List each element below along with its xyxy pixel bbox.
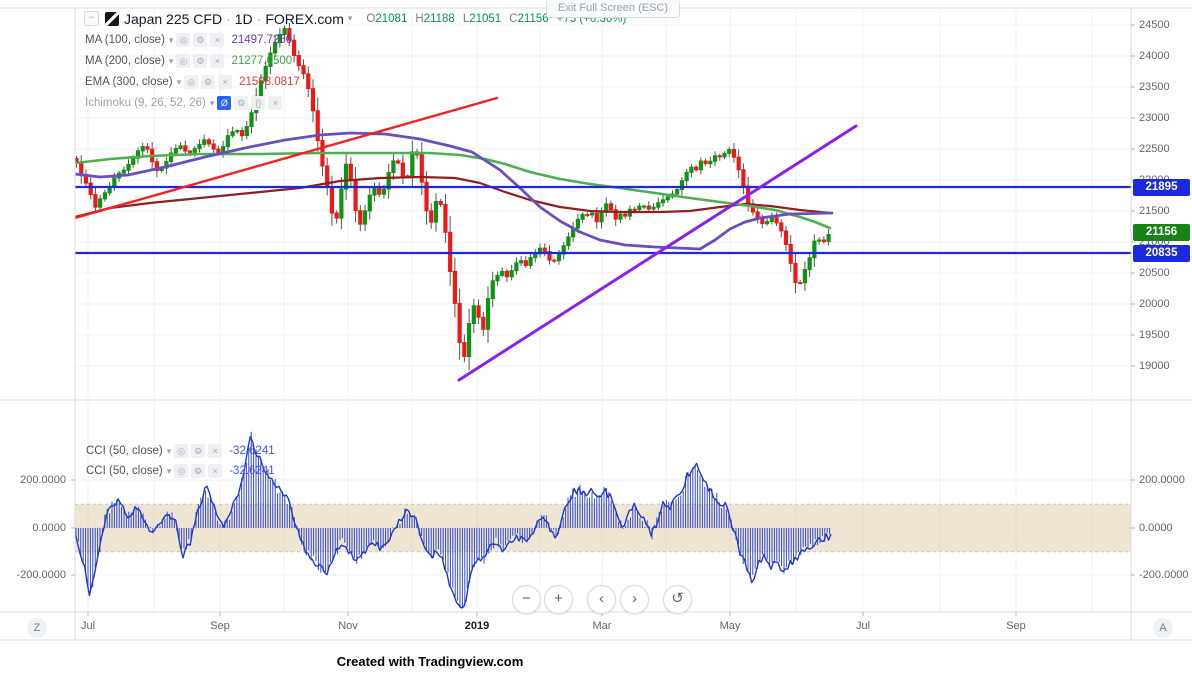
eye-icon[interactable]: ◎ (174, 464, 189, 478)
grid (75, 8, 1131, 612)
price-axis-label: 19000 (1139, 360, 1170, 372)
scroll-left-button[interactable]: ‹ (587, 585, 616, 614)
price-badge-21156: 21156 (1133, 223, 1190, 241)
time-axis-label-May: May (719, 620, 741, 632)
time-axis-label-Sep: Sep (1006, 620, 1026, 632)
purple-trendline[interactable] (457, 124, 858, 382)
close-icon[interactable]: × (210, 33, 225, 47)
chevron-down-icon[interactable]: ▾ (168, 34, 174, 45)
eye-icon[interactable]: ◎ (176, 54, 191, 68)
cci-axis-label-left: 0.0000 (32, 522, 66, 534)
price-axis-label: 20000 (1139, 298, 1170, 310)
cci-pane (75, 431, 1131, 609)
symbol-title[interactable]: Japan 225 CFD · 1D · FOREX.com (124, 10, 344, 27)
gear-icon[interactable]: ⚙ (191, 464, 206, 478)
time-axis-label-Nov: Nov (338, 620, 358, 632)
time-axis-label-Sep: Sep (210, 620, 230, 632)
eye-icon[interactable]: ◎ (174, 444, 189, 458)
scroll-right-button[interactable]: › (620, 585, 649, 614)
indicator-row-4-label[interactable]: Ichimoku (9, 26, 52, 26) (85, 97, 206, 109)
chevron-down-icon[interactable]: ▾ (209, 97, 215, 108)
symbol-logo-icon (105, 11, 119, 26)
red-trendline[interactable] (75, 96, 499, 220)
indicator-row-2: MA (200, close) ▾ ◎ ⚙ × 21277.0500 (85, 53, 292, 69)
time-axis-label-2019: 2019 (464, 620, 490, 632)
close-icon[interactable]: × (208, 464, 223, 478)
chevron-down-icon[interactable]: ▾ (176, 76, 182, 87)
source-code-icon[interactable]: {} (251, 96, 266, 110)
price-badge-21895: 21895 (1133, 178, 1190, 196)
price-badge-20835: 20835 (1133, 244, 1190, 262)
price-axis-label: 21500 (1139, 205, 1170, 217)
indicator-row-3-value: 21508.0817 (239, 76, 300, 88)
exit-fullscreen-tooltip: Exit Full Screen (ESC) (546, 0, 681, 18)
eye-icon[interactable]: ◎ (176, 33, 191, 47)
price-axis-label: 24000 (1139, 50, 1170, 62)
price-axis-label: 19500 (1139, 329, 1170, 341)
cci-indicator-row-1-label[interactable]: CCI (50, close) (86, 445, 163, 457)
close-icon[interactable]: × (218, 75, 233, 89)
time-axis-label-Jul: Jul (80, 620, 96, 632)
chevron-down-icon[interactable]: ▾ (166, 465, 172, 476)
cci-indicator-row-2-label[interactable]: CCI (50, close) (86, 465, 163, 477)
zoom-out-button[interactable]: − (512, 585, 541, 614)
cci-indicator-row-1: CCI (50, close) ▾ ◎ ⚙ × -32.6241 (86, 443, 275, 459)
cci-indicator-row-2: CCI (50, close) ▾ ◎ ⚙ × -32.6241 (86, 463, 275, 479)
indicator-row-1-label[interactable]: MA (100, close) (85, 34, 165, 46)
close-icon[interactable]: × (210, 54, 225, 68)
indicator-row-3: EMA (300, close) ▾ ◎ ⚙ × 21508.0817 (85, 74, 300, 90)
gear-icon[interactable]: ⚙ (191, 444, 206, 458)
cci-axis-label-left: -200.0000 (16, 569, 66, 581)
eye-icon[interactable]: ◎ (184, 75, 199, 89)
indicator-row-3-label[interactable]: EMA (300, close) (85, 76, 173, 88)
hidden-eye-icon[interactable]: Ø (217, 96, 232, 110)
cci-axis-label-right: -200.0000 (1139, 569, 1189, 581)
timezone-button[interactable]: Z (27, 618, 47, 638)
gear-icon[interactable]: ⚙ (234, 96, 249, 110)
gear-icon[interactable]: ⚙ (201, 75, 216, 89)
cci-indicator-row-2-value: -32.6241 (229, 465, 275, 477)
time-axis-label-Jul: Jul (855, 620, 871, 632)
auto-scale-button[interactable]: A (1153, 618, 1173, 638)
time-axis-label-Mar: Mar (592, 620, 612, 632)
chevron-down-icon[interactable]: ▾ (166, 445, 172, 456)
chevron-down-icon[interactable]: ▾ (347, 13, 353, 23)
chevron-down-icon[interactable]: ▾ (168, 55, 174, 66)
reset-chart-button[interactable]: ↺ (663, 585, 692, 614)
cci-axis-label-left: 200.0000 (20, 474, 66, 486)
price-pane (75, 22, 1131, 382)
gear-icon[interactable]: ⚙ (193, 54, 208, 68)
gear-icon[interactable]: ⚙ (193, 33, 208, 47)
indicator-row-2-value: 21277.0500 (231, 55, 293, 67)
price-axis-label: 23000 (1139, 112, 1170, 124)
cci-axis-label-right: 0.0000 (1139, 522, 1173, 534)
indicator-row-2-label[interactable]: MA (200, close) (85, 55, 165, 67)
close-icon[interactable]: × (208, 444, 223, 458)
price-axis-label: 24500 (1139, 19, 1170, 31)
zoom-in-button[interactable]: + (544, 585, 573, 614)
indicator-row-4: Ichimoku (9, 26, 52, 26) ▾ Ø ⚙{} × (85, 95, 283, 111)
cci-indicator-row-1-value: -32.6241 (229, 445, 275, 457)
close-icon[interactable]: × (268, 96, 283, 110)
indicator-row-1: MA (100, close) ▾ ◎ ⚙ × 21497.7250 (85, 32, 292, 48)
footer-attribution: Created with Tradingview.com (336, 654, 524, 669)
indicator-row-1-value: 21497.7250 (231, 34, 293, 46)
price-axis-label: 22500 (1139, 143, 1170, 155)
price-axis-label: 20500 (1139, 267, 1170, 279)
cci-axis-label-right: 200.0000 (1139, 474, 1185, 486)
price-axis-label: 23500 (1139, 81, 1170, 93)
legend-collapse-button[interactable]: − (84, 11, 99, 26)
